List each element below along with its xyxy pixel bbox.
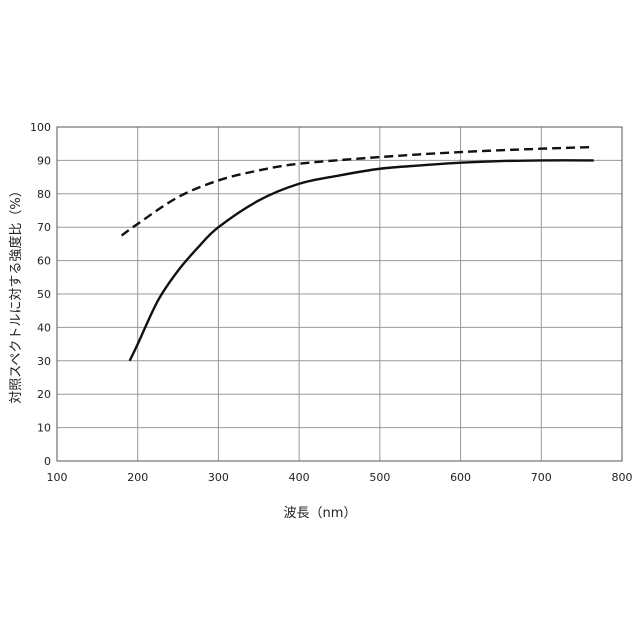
y-tick-label: 80 (37, 188, 51, 201)
y-tick-label: 60 (37, 255, 51, 268)
y-axis-label: 対照スペクトルに対する強度比（%） (8, 184, 24, 403)
chart: 波長（nm） 対照スペクトルに対する強度比（%） 0 10 20 30 40 50 60 70… (0, 0, 640, 640)
y-tick-label: 100 (30, 121, 51, 134)
x-tick-label: 400 (289, 471, 310, 484)
background (0, 0, 640, 640)
y-tick-label: 30 (37, 355, 51, 368)
x-axis-label: 波長（nm） (284, 506, 357, 521)
x-tick-label: 800 (612, 471, 633, 484)
y-tick-label: 90 (37, 154, 51, 167)
y-tick-label: 70 (37, 221, 51, 234)
x-tick-label: 500 (369, 471, 390, 484)
x-tick-label: 200 (127, 471, 148, 484)
x-tick-label: 600 (450, 471, 471, 484)
x-tick-label: 100 (47, 471, 68, 484)
y-tick-label: 20 (37, 388, 51, 401)
x-tick-label: 700 (531, 471, 552, 484)
y-tick-label: 10 (37, 422, 51, 435)
x-tick-label: 300 (208, 471, 229, 484)
y-tick-label: 50 (37, 288, 51, 301)
y-tick-label: 0 (44, 455, 51, 468)
y-tick-label: 40 (37, 321, 51, 334)
